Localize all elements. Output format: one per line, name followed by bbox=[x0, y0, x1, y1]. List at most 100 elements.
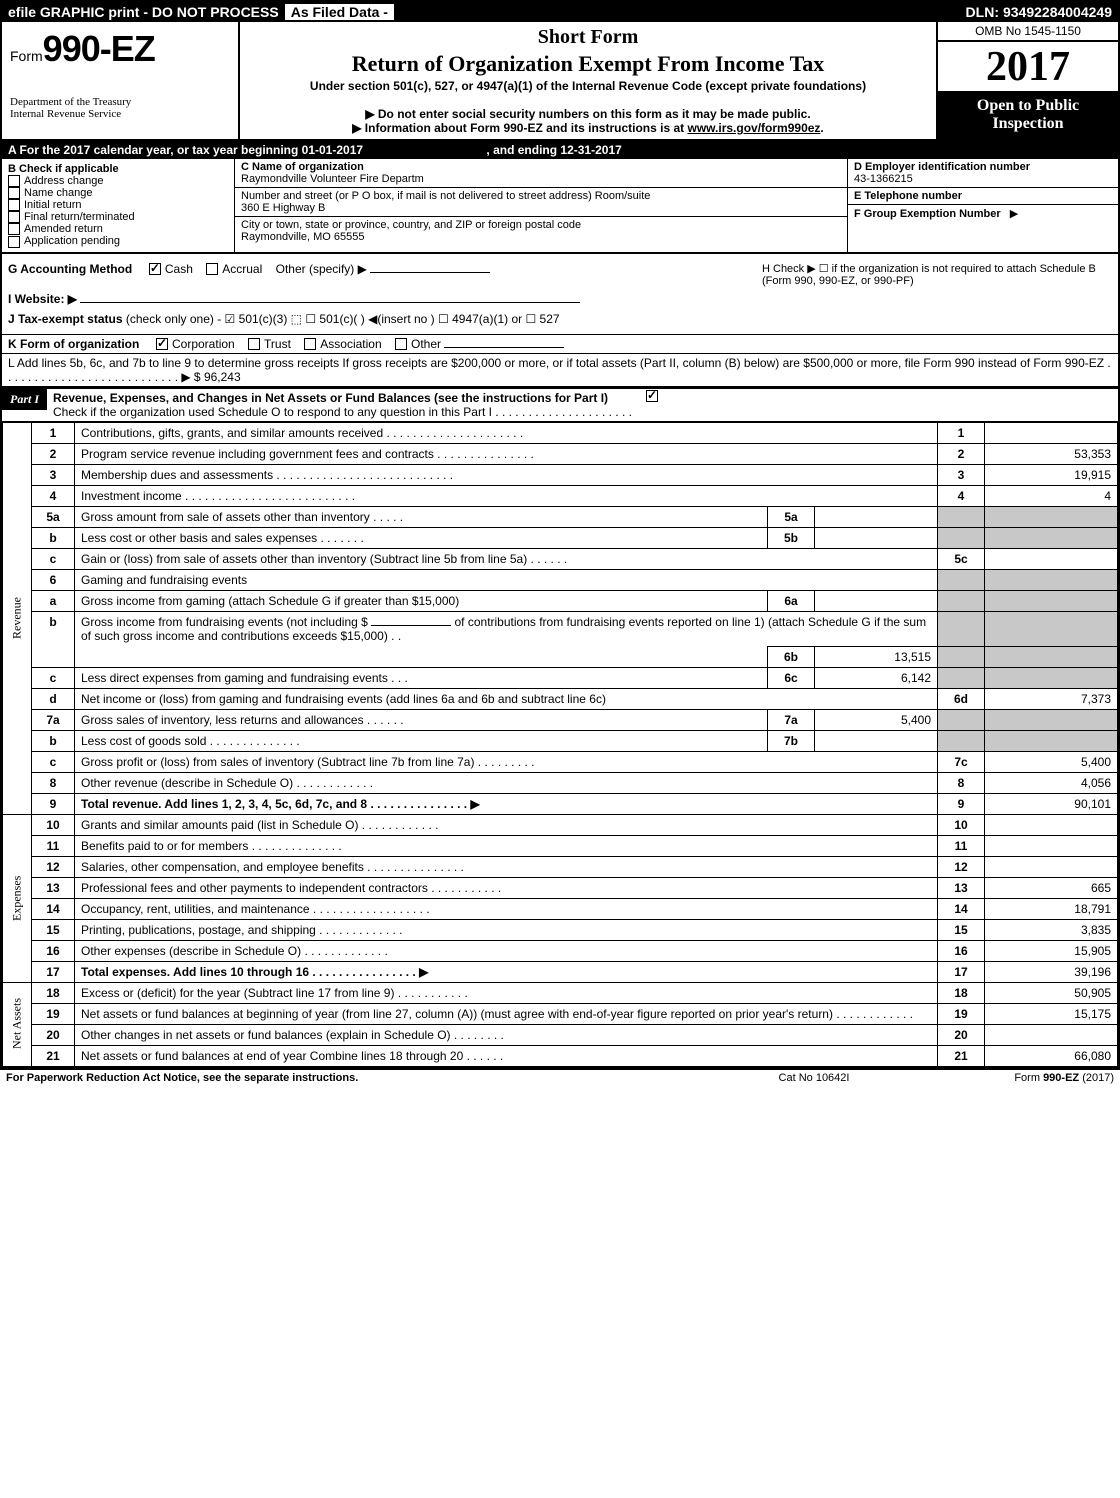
ein-label: D Employer identification number bbox=[854, 161, 1112, 173]
line-text: Other revenue (describe in Schedule O) .… bbox=[75, 772, 938, 793]
line-num: 19 bbox=[32, 1003, 75, 1024]
line-num: 14 bbox=[32, 898, 75, 919]
chk-cash[interactable] bbox=[149, 263, 161, 275]
chk-assoc[interactable] bbox=[304, 338, 316, 350]
addr-label: Number and street (or P O box, if mail i… bbox=[241, 190, 841, 202]
irs-link[interactable]: www.irs.gov/form990ez bbox=[687, 121, 820, 135]
form-prefix: Form bbox=[10, 48, 43, 64]
i-label: I Website: ▶ bbox=[8, 292, 77, 306]
box-d: D Employer identification number 43-1366… bbox=[848, 159, 1118, 252]
line-amount: 18,791 bbox=[985, 898, 1118, 919]
chk-initial-return[interactable]: Initial return bbox=[8, 199, 228, 211]
dept-irs: Internal Revenue Service bbox=[10, 108, 230, 120]
part-1-header: Part I Revenue, Expenses, and Changes in… bbox=[2, 387, 1118, 422]
form-info2: ▶ Information about Form 990-EZ and its … bbox=[248, 121, 928, 135]
form-info2-text: ▶ Information about Form 990-EZ and its … bbox=[352, 121, 687, 135]
line-amount bbox=[985, 422, 1118, 443]
chk-name-change[interactable]: Name change bbox=[8, 187, 228, 199]
gray-cell bbox=[938, 590, 985, 611]
header-center: Short Form Return of Organization Exempt… bbox=[240, 22, 936, 139]
line-ref: 8 bbox=[938, 772, 985, 793]
line-text: Gain or (loss) from sale of assets other… bbox=[75, 548, 938, 569]
contrib-amount-input[interactable] bbox=[371, 625, 451, 626]
gray-cell bbox=[985, 611, 1118, 646]
other-org-input[interactable] bbox=[444, 347, 564, 348]
line-text: Program service revenue including govern… bbox=[75, 443, 938, 464]
line-amount: 90,101 bbox=[985, 793, 1118, 814]
other-specify-input[interactable] bbox=[370, 272, 490, 273]
gray-cell bbox=[938, 709, 985, 730]
box-c-address: Number and street (or P O box, if mail i… bbox=[235, 188, 847, 217]
chk-other[interactable] bbox=[395, 338, 407, 350]
chk-amended-return[interactable]: Amended return bbox=[8, 223, 228, 235]
chk-final-return[interactable]: Final return/terminated bbox=[8, 211, 228, 223]
form-title: Return of Organization Exempt From Incom… bbox=[248, 51, 928, 77]
box-c-label: C Name of organization bbox=[241, 161, 841, 173]
form-subtitle: Under section 501(c), 527, or 4947(a)(1)… bbox=[248, 79, 928, 93]
line-num: 7a bbox=[32, 709, 75, 730]
section-h: H Check ▶ ☐ if the organization is not r… bbox=[762, 262, 1112, 326]
line-amount: 15,175 bbox=[985, 1003, 1118, 1024]
gray-cell bbox=[938, 611, 985, 646]
form-container: efile GRAPHIC print - DO NOT PROCESS As … bbox=[0, 0, 1120, 1069]
box-b-heading: B Check if applicable bbox=[8, 163, 228, 175]
city-value: Raymondville, MO 65555 bbox=[241, 231, 841, 243]
line-amount bbox=[985, 1024, 1118, 1045]
revenue-vlabel: Revenue bbox=[3, 422, 32, 814]
line-text: Gross sales of inventory, less returns a… bbox=[75, 709, 768, 730]
line-text-bold: Total expenses. Add lines 10 through 16 … bbox=[81, 965, 428, 979]
line-text: Membership dues and assessments . . . . … bbox=[75, 464, 938, 485]
line-text: Gross amount from sale of assets other t… bbox=[75, 506, 768, 527]
website-input[interactable] bbox=[80, 302, 580, 303]
line-ref: 16 bbox=[938, 940, 985, 961]
line-num: 20 bbox=[32, 1024, 75, 1045]
line-text: Printing, publications, postage, and shi… bbox=[75, 919, 938, 940]
gray-cell bbox=[985, 590, 1118, 611]
chk-cash-label: Cash bbox=[165, 262, 193, 276]
org-name: Raymondville Volunteer Fire Departm bbox=[241, 173, 841, 185]
header-right: OMB No 1545-1150 2017 Open to Public Ins… bbox=[936, 22, 1118, 139]
line-text: Total expenses. Add lines 10 through 16 … bbox=[75, 961, 938, 982]
checkbox-icon bbox=[8, 199, 20, 211]
box-d-ein: D Employer identification number 43-1366… bbox=[848, 159, 1118, 188]
line-text: Salaries, other compensation, and employ… bbox=[75, 856, 938, 877]
chk-corp-label: Corporation bbox=[172, 337, 235, 351]
gray-cell bbox=[938, 569, 985, 590]
line-subamt bbox=[815, 527, 938, 548]
chk-trust[interactable] bbox=[248, 338, 260, 350]
line-amount: 7,373 bbox=[985, 688, 1118, 709]
part-1-check[interactable] bbox=[646, 390, 658, 402]
line-text: Less cost of goods sold . . . . . . . . … bbox=[75, 730, 768, 751]
line-text: Gross income from gaming (attach Schedul… bbox=[75, 590, 768, 611]
dln-value: 93492284004249 bbox=[1003, 4, 1112, 20]
line-text: Grants and similar amounts paid (list in… bbox=[75, 814, 938, 835]
line-num: 13 bbox=[32, 877, 75, 898]
line-text-part: Gross income from fundraising events (no… bbox=[81, 615, 368, 629]
phone-label: E Telephone number bbox=[854, 190, 1112, 202]
line-ref: 13 bbox=[938, 877, 985, 898]
line-amount: 4 bbox=[985, 485, 1118, 506]
group-label: F Group Exemption Number bbox=[854, 208, 1001, 220]
short-form-label: Short Form bbox=[248, 26, 928, 49]
line-ref: 9 bbox=[938, 793, 985, 814]
line-ref: 15 bbox=[938, 919, 985, 940]
section-a-bar: A For the 2017 calendar year, or tax yea… bbox=[2, 141, 1118, 159]
chk-accrual[interactable] bbox=[206, 263, 218, 275]
addr-value: 360 E Highway B bbox=[241, 202, 841, 214]
box-c: C Name of organization Raymondville Volu… bbox=[235, 159, 848, 252]
chk-application-pending[interactable]: Application pending bbox=[8, 235, 228, 247]
chk-address-change[interactable]: Address change bbox=[8, 175, 228, 187]
box-c-city: City or town, state or province, country… bbox=[235, 217, 847, 245]
form-header: Form990-EZ Department of the Treasury In… bbox=[2, 22, 1118, 141]
line-amount bbox=[985, 835, 1118, 856]
line-subref: 6b bbox=[768, 646, 815, 667]
part-1-table: Revenue 1 Contributions, gifts, grants, … bbox=[2, 422, 1118, 1067]
line-num: 5a bbox=[32, 506, 75, 527]
checkbox-icon bbox=[8, 175, 20, 187]
line-subref: 6c bbox=[768, 667, 815, 688]
line-subamt bbox=[815, 590, 938, 611]
line-num: 18 bbox=[32, 982, 75, 1003]
line-ref: 18 bbox=[938, 982, 985, 1003]
part-1-title: Revenue, Expenses, and Changes in Net As… bbox=[53, 391, 608, 405]
chk-corp[interactable] bbox=[156, 338, 168, 350]
